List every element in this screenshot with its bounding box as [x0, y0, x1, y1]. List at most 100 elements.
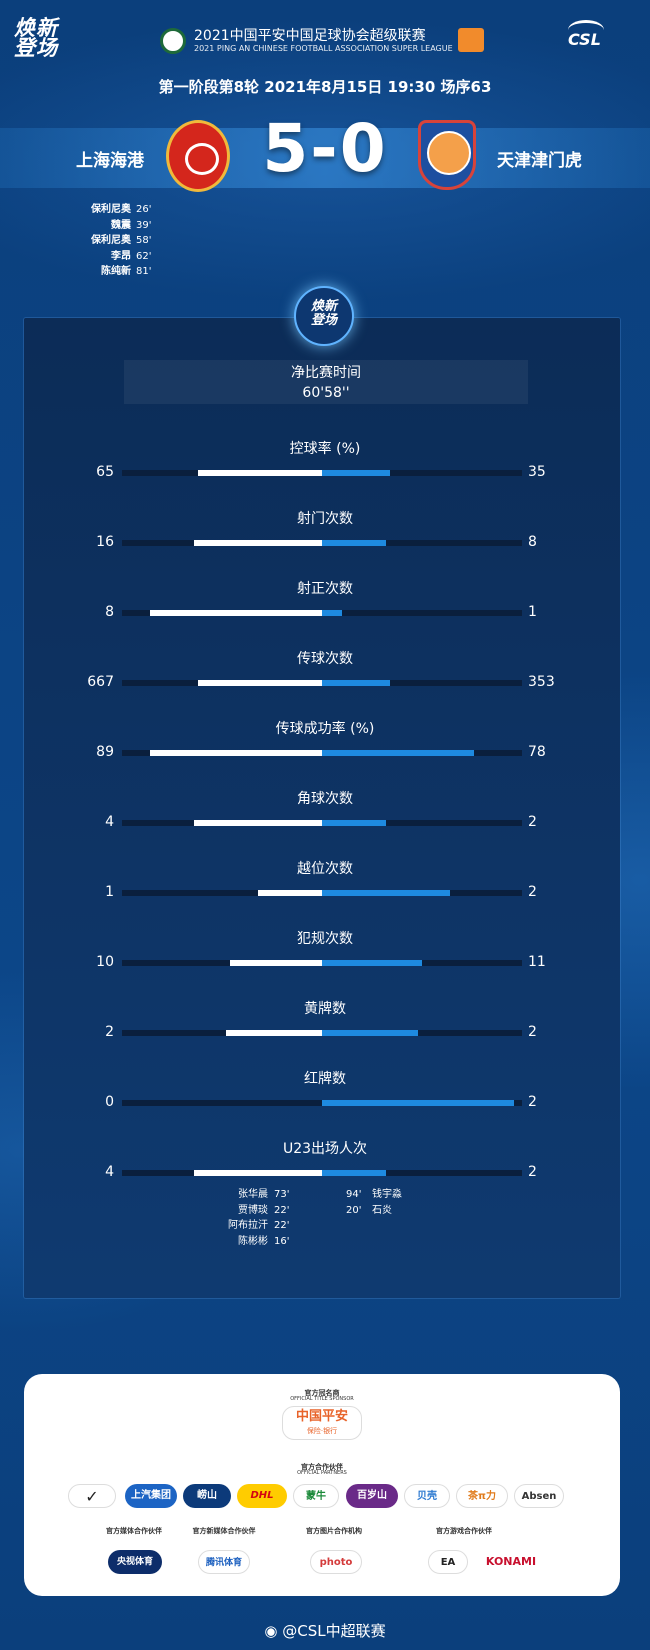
away-team-name: 天津津门虎 — [497, 151, 582, 171]
stat-home-value: 10 — [96, 954, 114, 970]
stat-label: U23出场人次 — [282, 1141, 368, 1157]
weibo-handle: @CSL中超联赛 — [282, 1622, 386, 1640]
stat-row: 越位次数 1 2 — [0, 858, 650, 918]
scorer-name: 李昂 — [111, 250, 131, 262]
media-cctv: 央视体育 — [108, 1550, 162, 1574]
stat-away-bar — [322, 820, 386, 826]
stat-home-value: 2 — [105, 1024, 114, 1040]
stat-home-value: 16 — [96, 534, 114, 550]
stat-row: 传球成功率 (%) 89 78 — [0, 718, 650, 778]
stat-home-bar — [258, 890, 322, 896]
weibo-icon: ◉ — [264, 1622, 283, 1640]
stat-row: 控球率 (%) 65 35 — [0, 438, 650, 498]
u23-minute: 22' — [274, 1204, 290, 1216]
away-crest-icon — [418, 120, 476, 190]
net-time-label: 净比赛时间 — [291, 365, 361, 381]
stat-label: 射正次数 — [297, 581, 353, 597]
stat-row: 射门次数 16 8 — [0, 508, 650, 568]
stat-label: 越位次数 — [297, 861, 353, 877]
stat-away-bar — [322, 540, 386, 546]
stat-away-value: 35 — [528, 464, 546, 480]
photo-partner: photo — [310, 1550, 362, 1574]
partner-saic: 上汽集团 — [125, 1484, 177, 1508]
partner-chapaili: 茶π力 — [456, 1484, 508, 1508]
match-score: 5-0 — [262, 110, 388, 187]
partner-dhl: DHL — [237, 1484, 287, 1508]
scorer-name: 保利尼奥 — [91, 235, 131, 246]
u23-minute: 94' — [346, 1189, 362, 1200]
net-time-value: 60'58'' — [302, 385, 350, 401]
title-sponsor-en: OFFICIAL TITLE SPONSOR — [290, 1396, 354, 1402]
game-ea: EA — [428, 1550, 468, 1574]
stat-home-value: 89 — [96, 744, 114, 760]
stat-home-bar — [150, 610, 322, 616]
media-label: 官方媒体合作伙伴 — [106, 1527, 162, 1535]
pingan-sponsor-logo: 中国平安保险·银行 — [282, 1406, 362, 1440]
game-label: 官方游戏合作伙伴 — [436, 1527, 492, 1535]
scorer-row: 李昂 62' — [60, 249, 160, 265]
stat-home-bar — [230, 960, 322, 966]
stat-home-value: 4 — [105, 1164, 114, 1180]
stat-away-bar — [322, 750, 474, 756]
stat-home-bar — [226, 1030, 322, 1036]
stat-away-value: 2 — [528, 1094, 537, 1110]
stat-away-value: 11 — [528, 954, 546, 970]
weibo-footer: ◉ @CSL中超联赛 — [0, 1620, 650, 1641]
stat-away-bar — [322, 610, 342, 616]
scorer-name: 陈纯新 — [101, 266, 131, 277]
stats-panel — [24, 318, 620, 1298]
u23-row: 张华晨 73' — [200, 1187, 300, 1203]
nike-logo-icon: ✓ — [68, 1484, 116, 1508]
stat-label: 传球次数 — [297, 651, 353, 667]
scorer-row: 保利尼奥 26' — [60, 202, 160, 218]
title-sponsor-label: 官方冠名商 — [304, 1389, 340, 1397]
stat-home-bar — [194, 1170, 322, 1176]
stat-row: 射正次数 8 1 — [0, 578, 650, 638]
stat-row: 黄牌数 2 2 — [0, 998, 650, 1058]
u23-away-list: 94' 钱宇淼 20' 石炎 — [346, 1187, 446, 1218]
newmedia-label: 官方新媒体合作伙伴 — [192, 1527, 256, 1535]
stat-away-bar — [322, 1030, 418, 1036]
u23-home-list: 张华晨 73' 贾博琰 22' 阿布拉汗 22' 陈彬彬 16' — [200, 1187, 300, 1249]
stat-label: 犯规次数 — [297, 931, 353, 947]
brand-slogan: 焕新 登场 — [14, 16, 58, 60]
scorer-row: 魏震 39' — [60, 218, 160, 234]
u23-minute: 20' — [346, 1204, 362, 1216]
scorer-minute: 81' — [136, 266, 152, 277]
stat-away-value: 353 — [528, 674, 555, 690]
scorer-minute: 26' — [136, 204, 152, 215]
net-time-box: 净比赛时间 60'58'' — [124, 360, 528, 404]
home-team-name: 上海海港 — [76, 151, 144, 171]
stat-away-bar — [322, 680, 390, 686]
stat-label: 传球成功率 (%) — [275, 721, 375, 737]
stat-row: 犯规次数 10 11 — [0, 928, 650, 988]
u23-row: 20' 石炎 — [346, 1203, 446, 1219]
stat-home-bar — [150, 750, 322, 756]
media-tencent: 腾讯体育 — [198, 1550, 250, 1574]
pingan-sub: 保险·银行 — [306, 1427, 338, 1435]
stat-row: 红牌数 0 2 — [0, 1068, 650, 1128]
stat-away-value: 8 — [528, 534, 537, 550]
u23-minute: 16' — [274, 1235, 290, 1247]
stat-row: U23出场人次 4 2 — [0, 1138, 650, 1198]
u23-player: 张华晨 — [238, 1189, 268, 1200]
stat-label: 黄牌数 — [304, 1001, 346, 1017]
stat-away-bar — [322, 890, 450, 896]
panel-badge-text: 焕新 登场 — [310, 299, 337, 328]
home-crest-icon — [166, 120, 230, 192]
scorer-name: 魏震 — [111, 219, 131, 231]
scorer-name: 保利尼奥 — [91, 204, 131, 215]
partners-label: 官方合作伙伴 — [301, 1463, 343, 1471]
partner-absen: Absen — [514, 1484, 564, 1508]
u23-player: 钱宇淼 — [372, 1189, 402, 1200]
u23-player: 陈彬彬 — [238, 1235, 268, 1247]
stat-label: 红牌数 — [304, 1071, 346, 1087]
stat-away-bar — [322, 470, 390, 476]
pingan-name: 中国平安 — [295, 1409, 348, 1424]
u23-player: 阿布拉汗 — [228, 1220, 268, 1231]
league-title-en: 2021 PING AN CHINESE FOOTBALL ASSOCIATIO… — [194, 44, 453, 53]
brand-slogan-text: 焕新 登场 — [14, 16, 58, 60]
photo-label: 官方图片合作机构 — [306, 1527, 362, 1535]
stat-home-value: 4 — [105, 814, 114, 830]
stat-label: 角球次数 — [297, 791, 353, 807]
